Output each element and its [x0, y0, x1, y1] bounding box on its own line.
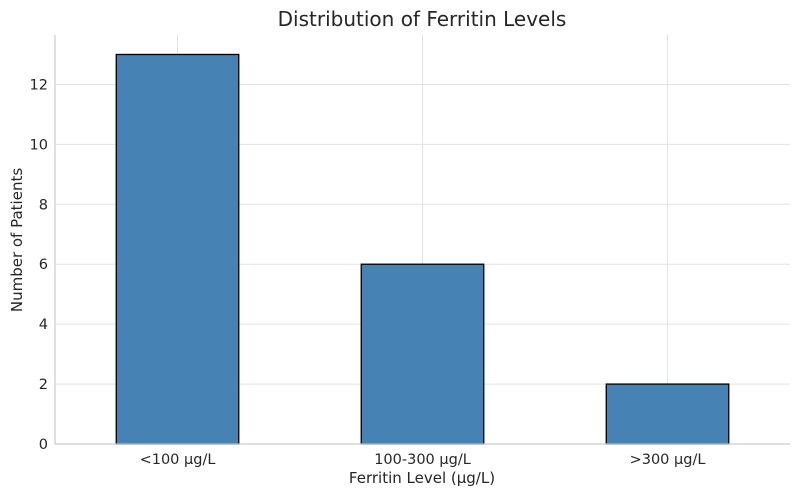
y-tick-label: 0 — [39, 437, 48, 453]
y-tick-label: 8 — [39, 197, 48, 213]
chart-title: Distribution of Ferritin Levels — [278, 7, 567, 31]
x-axis-label: Ferritin Level (µg/L) — [349, 469, 495, 487]
x-tick-labels: <100 µg/L 100-300 µg/L >300 µg/L — [140, 452, 706, 468]
y-tick-labels: 0 2 4 6 8 10 12 — [30, 77, 48, 453]
bar — [605, 383, 730, 445]
bar — [115, 53, 240, 445]
x-tick-label: 100-300 µg/L — [374, 452, 471, 468]
y-tick-label: 12 — [30, 77, 48, 93]
x-tick-label: <100 µg/L — [140, 452, 216, 468]
y-tick-label: 2 — [39, 377, 48, 393]
y-axis-label: Number of Patients — [8, 168, 26, 312]
axes — [54, 35, 790, 445]
y-tick-label: 4 — [39, 317, 48, 333]
bar — [360, 263, 485, 445]
y-tick-label: 6 — [39, 257, 48, 273]
x-tick-label: >300 µg/L — [630, 452, 706, 468]
y-tick-label: 10 — [30, 137, 48, 153]
